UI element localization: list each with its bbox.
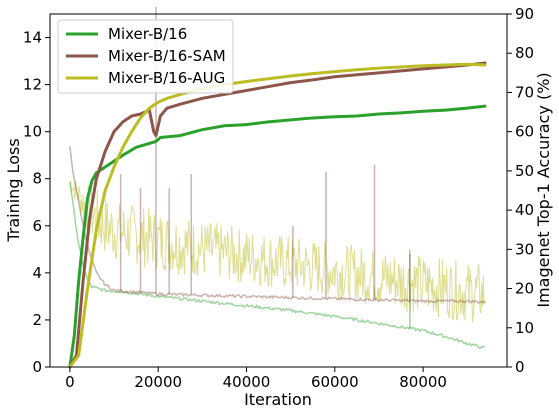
y-right-tick-label: 90 bbox=[515, 5, 534, 23]
y-right-tick-label: 10 bbox=[515, 319, 534, 337]
y-right-tick-label: 80 bbox=[515, 44, 534, 62]
y-right-axis-label: Imagenet Top-1 Accuracy (%) bbox=[534, 72, 553, 307]
x-tick-label: 40000 bbox=[223, 373, 271, 391]
legend-label-mixer-b16: Mixer-B/16 bbox=[108, 25, 187, 43]
x-tick-label: 60000 bbox=[311, 373, 359, 391]
accuracy-line-mixer-b-16-sam bbox=[68, 61, 487, 369]
y-left-tick-label: 12 bbox=[23, 76, 42, 94]
y-right-tick-label: 30 bbox=[515, 240, 534, 258]
accuracy-line-mixer-b-16 bbox=[68, 104, 487, 369]
legend-label-mixer-b16-sam: Mixer-B/16-SAM bbox=[108, 47, 226, 65]
loss-line-mixer-b-16-sam bbox=[69, 146, 486, 304]
y-left-tick-label: 4 bbox=[32, 264, 42, 282]
x-tick-label: 20000 bbox=[134, 373, 182, 391]
legend: Mixer-B/16 Mixer-B/16-SAM Mixer-B/16-AUG bbox=[57, 19, 234, 94]
x-tick-label: 80000 bbox=[399, 373, 447, 391]
plot-frame bbox=[49, 13, 508, 368]
y-right-tick-label: 70 bbox=[515, 83, 534, 101]
loss-line-mixer-b-16 bbox=[69, 181, 486, 350]
y-right-tick-label: 50 bbox=[515, 162, 534, 180]
y-right-tick-label: 40 bbox=[515, 201, 534, 219]
y-left-tick-label: 14 bbox=[23, 29, 42, 47]
loss-line-mixer-b-16-aug bbox=[69, 180, 486, 323]
y-left-tick-label: 8 bbox=[32, 170, 42, 188]
y-right-tick-label: 0 bbox=[515, 358, 525, 376]
y-left-tick-label: 10 bbox=[23, 123, 42, 141]
x-axis-label: Iteration bbox=[244, 390, 312, 409]
x-tick-label: 0 bbox=[65, 373, 75, 391]
legend-label-mixer-b16-aug: Mixer-B/16-AUG bbox=[108, 69, 225, 87]
y-left-tick-label: 0 bbox=[32, 358, 42, 376]
axes-layer: 0 20000 40000 60000 80000 0 2 4 6 8 10 12 14 0 10 20 30 4… bbox=[23, 5, 534, 391]
y-right-tick-label: 60 bbox=[515, 123, 534, 141]
y-right-tick-label: 20 bbox=[515, 280, 534, 298]
loss-layer bbox=[69, 6, 486, 350]
y-left-tick-label: 6 bbox=[32, 217, 42, 235]
y-left-tick-label: 2 bbox=[32, 311, 42, 329]
y-left-axis-label: Training Loss bbox=[4, 138, 23, 242]
legend-box bbox=[57, 19, 234, 94]
